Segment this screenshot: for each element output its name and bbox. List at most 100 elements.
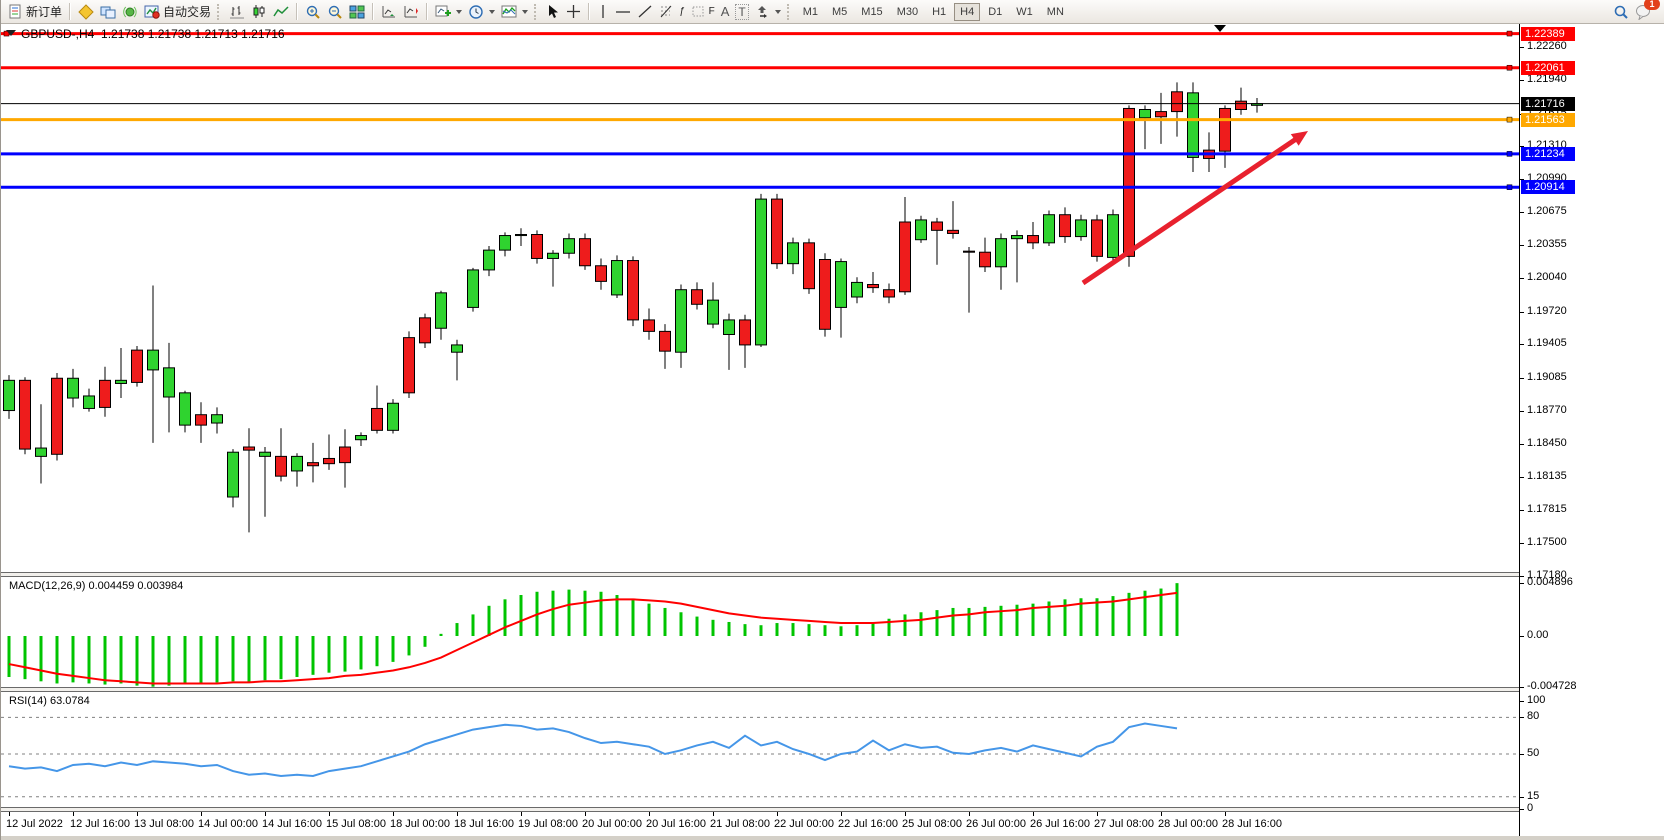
timeframe-d1[interactable]: D1 <box>988 5 1003 18</box>
fibonacci-button[interactable]: ƒ <box>656 2 688 22</box>
macd-panel[interactable] <box>1 577 1519 687</box>
timeframe-mn[interactable]: MN <box>1046 5 1064 18</box>
line-chart-button[interactable] <box>270 2 292 22</box>
price-tick-mark <box>1520 377 1524 379</box>
line-price-label: 1.21563 <box>1521 112 1575 127</box>
price-tick-label: 1.19405 <box>1527 337 1567 350</box>
time-tick-label: 26 Jul 00:00 <box>966 818 1026 830</box>
timeframe-m30[interactable]: M30 <box>896 5 919 18</box>
timeframe-h1[interactable]: H1 <box>932 5 947 18</box>
line-handle[interactable] <box>1506 151 1513 157</box>
text-label-button[interactable]: T <box>732 2 751 22</box>
bar-chart-button[interactable] <box>226 2 248 22</box>
chart-shift-marker-icon[interactable] <box>1214 25 1226 32</box>
candlestick-chart-button[interactable] <box>248 2 270 22</box>
macd-histogram <box>7 583 1179 687</box>
fibonacci-glyph: ƒ <box>679 6 685 17</box>
market-watch-icon <box>78 3 94 20</box>
chart-shift-button[interactable] <box>400 2 422 22</box>
fibonacci-icon <box>660 5 672 17</box>
zoom-in-icon <box>306 5 320 19</box>
rsi-panel[interactable] <box>1 692 1519 807</box>
time-tick-label: 20 Jul 00:00 <box>582 818 642 830</box>
chart-title: GBPUSD-,H4 1.21738 1.21738 1.21713 1.217… <box>21 27 285 41</box>
dropdown-caret-icon <box>774 9 781 14</box>
timeframe-m5[interactable]: M5 <box>832 5 848 18</box>
line-handle[interactable] <box>1506 64 1513 71</box>
time-tick-mark <box>1161 812 1162 816</box>
rsi-tick-label: 15 <box>1527 789 1540 802</box>
toolbar-drag-handle[interactable] <box>217 3 223 20</box>
rsi-tick-mark <box>1520 809 1524 810</box>
toolbar-drag-handle[interactable] <box>534 3 540 20</box>
sounds-icon <box>123 6 137 17</box>
rsi-tick-label: 0 <box>1527 802 1534 814</box>
toolbar-drag-handle[interactable] <box>786 3 793 20</box>
time-tick-label: 12 Jul 2022 <box>6 818 63 830</box>
price-tick-label: 1.17180 <box>1527 569 1567 582</box>
time-tick-mark <box>137 812 138 816</box>
text-button[interactable]: A <box>718 2 733 22</box>
time-axis[interactable]: 12 Jul 2022 12 Jul 16:00 13 Jul 08:00 14 Ju… <box>1 812 1519 836</box>
price-tick-label: 1.21940 <box>1527 73 1567 86</box>
panel-splitter[interactable] <box>1 807 1664 812</box>
rsi-tick-label: 50 <box>1527 747 1540 759</box>
trend-arrow[interactable] <box>1081 131 1308 286</box>
rsi-tick-mark <box>1520 754 1524 755</box>
time-tick-label: 20 Jul 16:00 <box>646 818 706 830</box>
timeframe-h4[interactable]: H4 <box>954 2 981 21</box>
rsi-tick-mark <box>1520 796 1524 798</box>
price-axis[interactable]: 1.222601.219401.216151.213101.209901.206… <box>1519 24 1664 836</box>
channel-button[interactable]: F <box>688 2 718 22</box>
time-tick-mark <box>73 812 74 816</box>
indicators-button[interactable] <box>498 2 531 22</box>
timeframe-toolbar: M1 M5 M15 M30 H1 H4 D1 W1 MN <box>796 2 1071 21</box>
candles-group <box>3 82 1263 533</box>
macd-tick-mark <box>1520 687 1524 688</box>
horizontal-line-button[interactable] <box>612 2 634 22</box>
line-handle[interactable] <box>1506 184 1513 190</box>
data-window-button[interactable] <box>97 2 119 22</box>
timeframe-w1[interactable]: W1 <box>1016 5 1033 18</box>
profiles-button[interactable] <box>465 2 498 22</box>
macd-signal-line <box>8 591 1178 685</box>
panel-splitter[interactable] <box>1 687 1664 692</box>
tile-windows-button[interactable] <box>346 2 368 22</box>
auto-scroll-icon <box>382 5 396 17</box>
price-tick-mark <box>1520 476 1524 478</box>
price-tick-label: 1.22260 <box>1527 40 1567 52</box>
time-tick-label: 28 Jul 16:00 <box>1222 818 1282 830</box>
price-tick-label: 1.17500 <box>1527 535 1567 548</box>
price-tick-mark <box>1520 179 1524 181</box>
price-chart-panel[interactable] <box>1 24 1519 573</box>
zoom-in-button[interactable] <box>302 2 324 22</box>
trendline-button[interactable] <box>634 2 656 22</box>
channel-glyph: F <box>708 6 715 17</box>
panel-splitter[interactable] <box>1 572 1664 577</box>
new-chart-icon <box>435 5 452 16</box>
sounds-button[interactable] <box>119 2 141 22</box>
new-chart-button[interactable] <box>432 2 465 22</box>
one-click-trading-toggle-icon[interactable] <box>6 30 16 36</box>
price-tick-mark <box>1520 542 1524 544</box>
line-handle[interactable] <box>1506 116 1513 123</box>
search-button[interactable] <box>1610 2 1632 22</box>
timeframe-m1[interactable]: M1 <box>802 5 818 18</box>
time-tick-mark <box>457 812 458 816</box>
timeframe-m15[interactable]: M15 <box>861 5 883 18</box>
chat-button[interactable]: 1 <box>1632 0 1660 22</box>
auto-trading-button[interactable]: 自动交易 <box>141 2 214 22</box>
macd-label: MACD(12,26,9) 0.004459 0.003984 <box>9 580 184 592</box>
price-tick-label: 1.17815 <box>1527 503 1567 516</box>
new-order-button[interactable]: 新订单 <box>5 2 65 22</box>
line-handle[interactable] <box>1506 30 1513 37</box>
auto-scroll-button[interactable] <box>378 2 400 22</box>
search-icon <box>1614 5 1628 19</box>
market-watch-button[interactable] <box>75 2 97 22</box>
zoom-out-button[interactable] <box>324 2 346 22</box>
crosshair-button[interactable] <box>563 2 584 22</box>
arrows-button[interactable] <box>752 2 784 22</box>
cursor-button[interactable] <box>543 2 563 22</box>
vertical-line-button[interactable] <box>594 2 612 22</box>
